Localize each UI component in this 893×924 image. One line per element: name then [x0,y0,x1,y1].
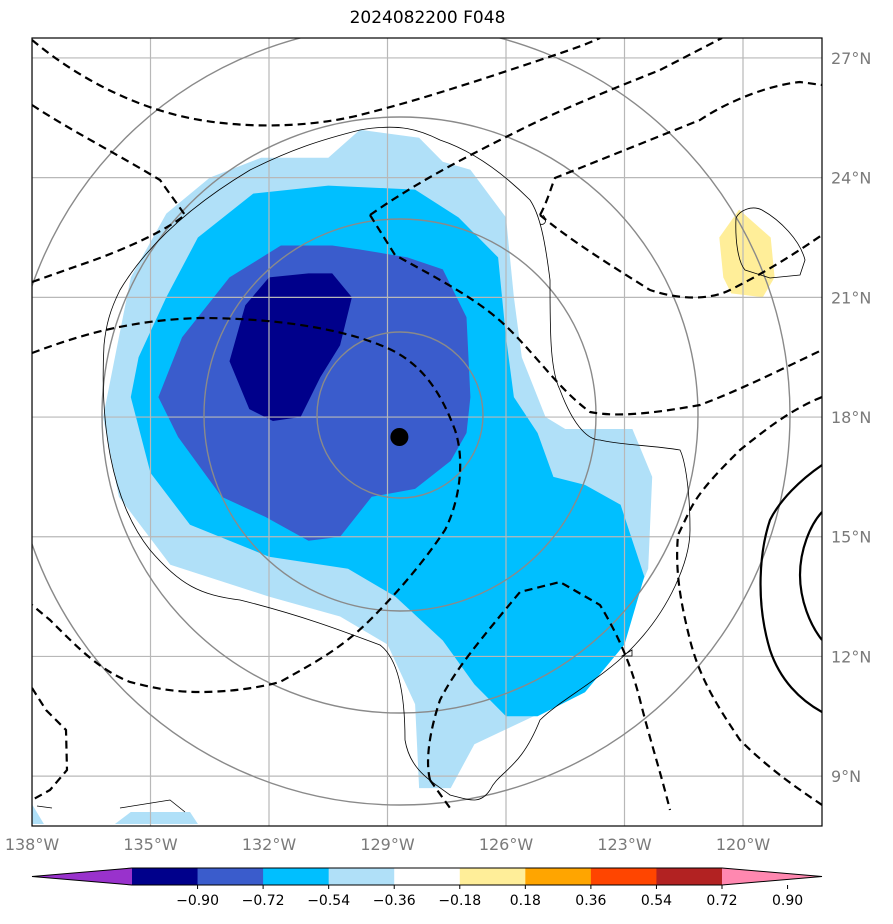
colorbar-swatch [656,868,723,885]
colorbar-swatch [263,868,330,885]
x-tick-label: 120°W [716,835,771,854]
filled-region-5 [114,812,198,824]
colorbar-tick-label: 0.90 [772,893,803,909]
y-tick-label: 27°N [831,49,871,68]
filled-contours [32,129,775,824]
colorbar-tick-label: −0.36 [373,893,416,909]
colorbar-tick-label: 0.36 [575,893,606,909]
x-tick-label: 123°W [597,835,652,854]
thin-contours [36,126,806,813]
y-axis-ticks: 9°N 12°N 15°N 18°N 21°N 24°N 27°N [831,49,871,786]
map-frame [31,37,823,827]
filled-region-4 [719,209,775,298]
y-tick-label: 15°N [831,528,871,547]
chart-title: 2024082200 F048 [349,8,506,28]
colorbar-swatch [590,868,657,885]
colorbar-tick-label: 0.54 [641,893,672,909]
y-tick-label: 12°N [831,647,871,666]
colorbar-swatch [459,868,526,885]
colorbar-swatch [394,868,461,885]
x-tick-label: 129°W [360,835,415,854]
filled-region-3 [229,273,352,421]
colorbar-swatch [197,868,264,885]
colorbar-extend-high [722,868,822,885]
x-tick-label: 132°W [242,835,297,854]
y-tick-label: 24°N [831,169,871,188]
colorbar-tick-label: −0.72 [242,893,285,909]
solid-contours [759,464,822,713]
colorbar-tick-label: 0.18 [510,893,541,909]
x-tick-label: 138°W [5,835,60,854]
filled-region-6 [32,804,44,824]
x-tick-label: 126°W [479,835,534,854]
colorbar-extend-low [32,868,132,885]
colorbar: −0.90 −0.72 −0.54 −0.36 −0.18 0.18 0.36 0.54 0.7… [31,867,823,909]
storm-center-marker [390,428,409,446]
radial-rings [32,38,791,806]
colorbar-swatch [132,868,199,885]
y-tick-label: 21°N [831,288,871,307]
colorbar-tick-label: −0.90 [176,893,219,909]
x-tick-label: 135°W [123,835,178,854]
gridlines [32,38,822,826]
colorbar-swatch [328,868,395,885]
y-tick-label: 18°N [831,408,871,427]
colorbar-tick-label: −0.18 [438,893,481,909]
dashed-contours [32,38,822,811]
x-axis-ticks: 138°W 135°W 132°W 129°W 126°W 123°W 120°W [5,835,771,854]
y-tick-label: 9°N [831,767,861,786]
colorbar-swatch [525,868,592,885]
colorbar-outline [31,867,823,886]
colorbar-tick-label: 0.72 [706,893,737,909]
colorbar-tick-label: −0.54 [307,893,350,909]
